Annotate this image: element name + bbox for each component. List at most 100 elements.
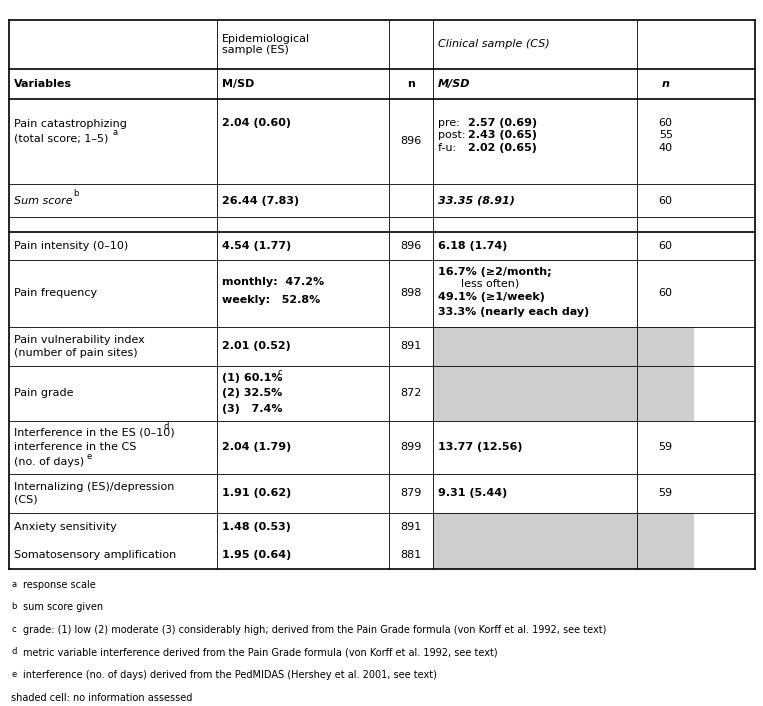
Text: 899: 899 (401, 442, 422, 453)
Text: 60: 60 (658, 118, 673, 128)
Bar (217, 513, 389, 541)
Text: 55: 55 (658, 131, 673, 140)
Bar (433, 217, 637, 232)
Bar (9, 184, 217, 217)
Bar (9, 366, 217, 421)
Text: n: n (407, 79, 415, 89)
Text: grade: (1) low (2) moderate (3) considerably high; derived from the Pain Grade f: grade: (1) low (2) moderate (3) consider… (23, 625, 607, 635)
Text: 40: 40 (658, 143, 673, 153)
Bar (217, 541, 389, 569)
Text: 2.01 (0.52): 2.01 (0.52) (222, 341, 291, 352)
Bar (9, 20, 217, 69)
Bar (433, 541, 637, 569)
Bar (389, 513, 433, 541)
Text: 6.18 (1.74): 6.18 (1.74) (438, 241, 507, 251)
Bar (433, 260, 637, 327)
Text: M/SD: M/SD (438, 79, 471, 89)
Bar (637, 232, 694, 260)
Bar (217, 327, 389, 366)
Bar (9, 69, 217, 99)
Text: Internalizing (ES)/depression: Internalizing (ES)/depression (14, 481, 174, 491)
Text: Variables: Variables (14, 79, 72, 89)
Text: 33.35 (8.91): 33.35 (8.91) (438, 196, 515, 205)
Bar (637, 513, 694, 541)
Text: 2.02 (0.65): 2.02 (0.65) (468, 143, 537, 153)
Text: (1) 60.1%: (1) 60.1% (222, 373, 282, 383)
Bar (433, 513, 637, 541)
Bar (217, 260, 389, 327)
Bar (389, 69, 433, 99)
Bar (217, 366, 389, 421)
Bar (637, 327, 694, 366)
Bar (9, 474, 217, 513)
Bar (637, 366, 694, 421)
Text: 898: 898 (401, 288, 422, 299)
Bar (389, 366, 433, 421)
Text: Pain intensity (0–10): Pain intensity (0–10) (14, 241, 128, 251)
Bar (9, 421, 217, 474)
Text: Pain frequency: Pain frequency (14, 288, 97, 299)
Bar (389, 217, 433, 232)
Text: 2.43 (0.65): 2.43 (0.65) (468, 131, 537, 140)
Text: metric variable interference derived from the Pain Grade formula (von Korff et a: metric variable interference derived fro… (23, 647, 497, 657)
Text: 1.48 (0.53): 1.48 (0.53) (222, 522, 291, 532)
Text: response scale: response scale (23, 580, 95, 590)
Text: d: d (11, 647, 17, 657)
Bar (217, 20, 389, 69)
Bar (9, 217, 217, 232)
Bar (637, 217, 694, 232)
Bar (637, 184, 694, 217)
Bar (389, 184, 433, 217)
Bar (389, 20, 433, 69)
Text: e: e (87, 452, 92, 461)
Bar (389, 327, 433, 366)
Bar (433, 69, 637, 99)
Bar (637, 474, 694, 513)
Text: 60: 60 (658, 288, 673, 299)
Text: 4.54 (1.77): 4.54 (1.77) (222, 241, 291, 251)
Bar (389, 421, 433, 474)
Bar (389, 474, 433, 513)
Text: b: b (73, 189, 79, 198)
Text: d: d (163, 422, 169, 431)
Bar (9, 232, 217, 260)
Text: (CS): (CS) (14, 495, 37, 505)
Text: Sum score: Sum score (14, 196, 72, 205)
Bar (389, 99, 433, 184)
Bar (217, 232, 389, 260)
Text: (2) 32.5%: (2) 32.5% (222, 388, 282, 398)
Bar (433, 366, 637, 421)
Bar (637, 20, 694, 69)
Text: Pain vulnerability index: Pain vulnerability index (14, 335, 144, 345)
Text: monthly:  47.2%: monthly: 47.2% (222, 277, 324, 287)
Text: sum score given: sum score given (23, 602, 103, 612)
Bar (389, 541, 433, 569)
Text: 1.91 (0.62): 1.91 (0.62) (222, 488, 291, 498)
Text: (no. of days): (no. of days) (14, 457, 84, 467)
Text: less often): less often) (461, 279, 519, 289)
Text: interference (no. of days) derived from the PedMIDAS (Hershey et al. 2001, see t: interference (no. of days) derived from … (23, 670, 436, 680)
Bar (637, 421, 694, 474)
Text: 896: 896 (401, 241, 422, 251)
Bar (9, 260, 217, 327)
Bar (637, 260, 694, 327)
Bar (637, 541, 694, 569)
Text: M/SD: M/SD (222, 79, 254, 89)
Bar (217, 421, 389, 474)
Text: (number of pain sites): (number of pain sites) (14, 348, 137, 358)
Text: c: c (11, 625, 16, 634)
Text: 59: 59 (658, 442, 673, 453)
Text: weekly:   52.8%: weekly: 52.8% (222, 295, 320, 305)
Text: Clinical sample (CS): Clinical sample (CS) (438, 40, 549, 49)
Text: (3)   7.4%: (3) 7.4% (222, 404, 282, 414)
Text: Interference in the ES (0–10): Interference in the ES (0–10) (14, 427, 175, 438)
Text: 33.3% (nearly each day): 33.3% (nearly each day) (438, 307, 589, 317)
Text: f-u:: f-u: (438, 143, 463, 153)
Text: n: n (662, 79, 670, 89)
Text: 891: 891 (401, 341, 422, 352)
Bar (389, 232, 433, 260)
Bar (433, 421, 637, 474)
Text: pre:: pre: (438, 118, 467, 128)
Bar (433, 474, 637, 513)
Bar (9, 99, 217, 184)
